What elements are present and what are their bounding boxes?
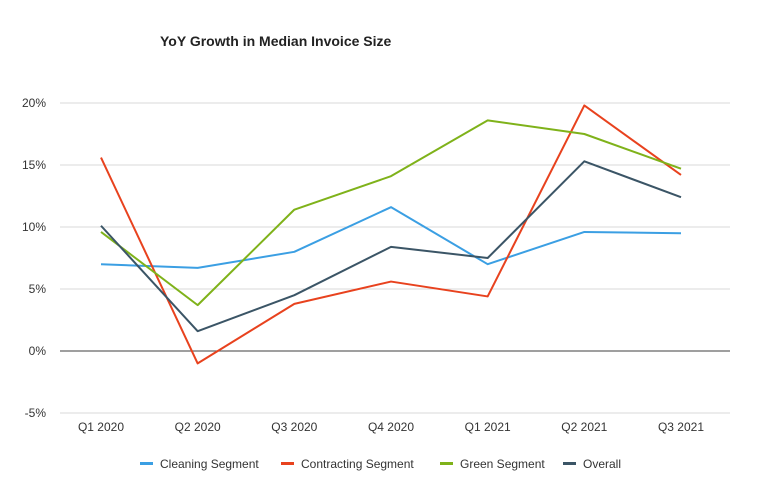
y-tick-label: 20% xyxy=(22,96,46,110)
series-line-green-segment xyxy=(100,119,682,307)
series-line-overall xyxy=(100,160,682,333)
x-tick-label: Q1 2021 xyxy=(465,420,511,434)
y-tick-label: -5% xyxy=(25,406,47,420)
y-tick-label: 0% xyxy=(29,344,47,358)
legend: Cleaning Segment Contracting Segment Green… xyxy=(140,457,621,471)
series-layer xyxy=(100,104,682,365)
legend-swatch xyxy=(563,462,576,465)
x-tick-label: Q2 2021 xyxy=(561,420,607,434)
x-tick-label: Q4 2020 xyxy=(368,420,414,434)
x-tick-label: Q3 2020 xyxy=(271,420,317,434)
y-tick-label: 10% xyxy=(22,220,46,234)
y-tick-label: 15% xyxy=(22,158,46,172)
grid-layer xyxy=(60,102,730,414)
legend-label: Contracting Segment xyxy=(301,457,414,471)
x-axis-ticks: Q1 2020 Q2 2020 Q3 2020 Q4 2020 Q1 2021 Q2 20… xyxy=(78,420,704,434)
y-tick-label: 5% xyxy=(29,282,47,296)
series-line-contracting-segment xyxy=(100,104,682,365)
series-line-cleaning-segment xyxy=(100,206,682,269)
y-axis-ticks: 20% 15% 10% 5% 0% -5% xyxy=(22,96,46,420)
x-tick-label: Q1 2020 xyxy=(78,420,124,434)
x-tick-label: Q3 2021 xyxy=(658,420,704,434)
legend-label: Overall xyxy=(583,457,621,471)
chart-title: YoY Growth in Median Invoice Size xyxy=(160,33,392,49)
legend-label: Green Segment xyxy=(460,457,545,471)
legend-swatch xyxy=(440,462,453,465)
legend-swatch xyxy=(140,462,153,465)
legend-swatch xyxy=(281,462,294,465)
x-tick-label: Q2 2020 xyxy=(175,420,221,434)
legend-label: Cleaning Segment xyxy=(160,457,259,471)
